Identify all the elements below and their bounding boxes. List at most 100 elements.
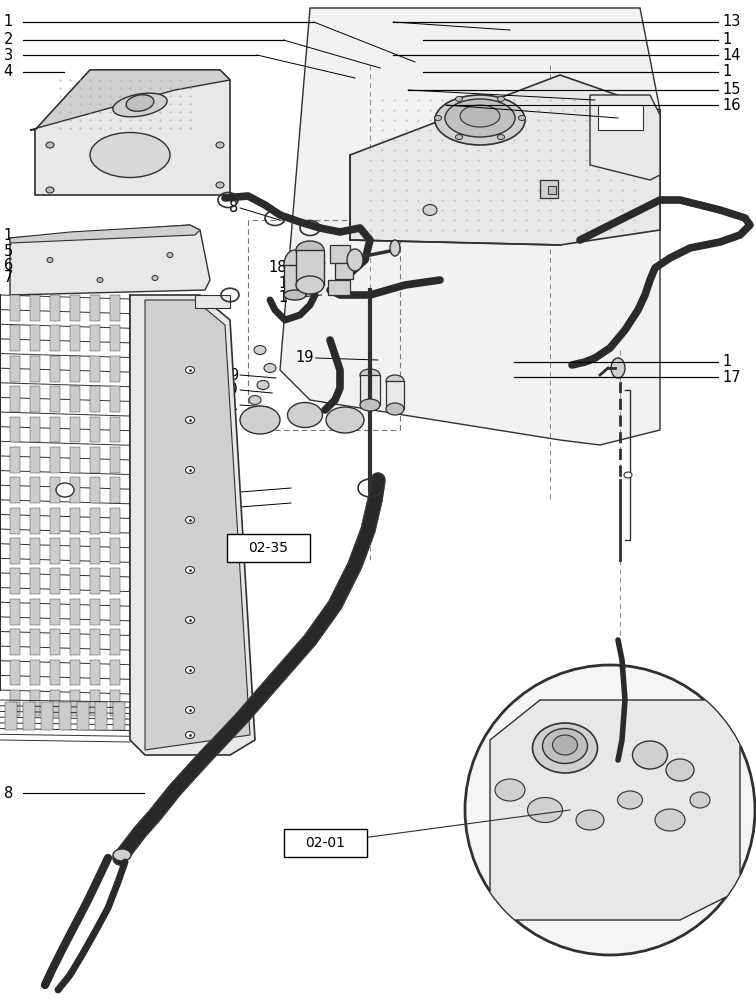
Ellipse shape <box>296 241 324 259</box>
Bar <box>70 629 80 655</box>
Polygon shape <box>590 95 660 180</box>
Bar <box>284 265 306 295</box>
Text: 02-35: 02-35 <box>249 541 288 555</box>
Ellipse shape <box>528 798 562 822</box>
Bar <box>50 356 60 382</box>
Bar <box>50 386 60 412</box>
Bar <box>50 538 60 564</box>
Polygon shape <box>195 295 230 308</box>
Text: 16: 16 <box>722 98 740 112</box>
Text: 1: 1 <box>722 64 731 80</box>
Bar <box>50 629 60 655</box>
Bar <box>110 386 120 412</box>
Polygon shape <box>35 70 230 195</box>
Bar <box>30 568 40 594</box>
Text: 4: 4 <box>4 64 13 80</box>
Text: 8: 8 <box>229 200 238 216</box>
Ellipse shape <box>624 472 632 478</box>
Bar <box>50 568 60 594</box>
Ellipse shape <box>497 135 504 140</box>
Bar <box>70 568 80 594</box>
Ellipse shape <box>167 252 173 257</box>
Polygon shape <box>350 75 660 245</box>
Ellipse shape <box>216 182 224 188</box>
Bar <box>10 447 20 473</box>
Ellipse shape <box>519 115 525 120</box>
Bar <box>90 295 100 321</box>
Bar <box>227 534 310 562</box>
Bar <box>70 508 80 534</box>
Ellipse shape <box>284 290 306 300</box>
Ellipse shape <box>423 205 437 216</box>
Ellipse shape <box>185 516 194 524</box>
Ellipse shape <box>347 249 363 271</box>
Bar <box>110 660 120 685</box>
Ellipse shape <box>185 616 194 624</box>
Bar <box>70 417 80 442</box>
Bar <box>10 417 20 442</box>
Bar <box>90 417 100 442</box>
Bar <box>95 702 107 730</box>
Ellipse shape <box>435 115 442 120</box>
Ellipse shape <box>216 142 224 148</box>
Bar <box>598 105 643 130</box>
Bar <box>10 508 20 534</box>
Text: 8: 8 <box>4 786 13 800</box>
Ellipse shape <box>576 810 604 830</box>
Ellipse shape <box>185 416 194 424</box>
Bar <box>30 386 40 412</box>
Bar <box>110 356 120 382</box>
Bar <box>90 568 100 594</box>
Ellipse shape <box>56 483 74 497</box>
Ellipse shape <box>254 346 266 355</box>
Bar <box>10 568 20 594</box>
Bar <box>30 690 40 716</box>
Bar <box>50 325 60 351</box>
Bar <box>110 325 120 351</box>
Bar <box>90 447 100 473</box>
Bar <box>110 417 120 442</box>
Text: 18: 18 <box>269 260 287 275</box>
Bar <box>10 629 20 655</box>
Ellipse shape <box>655 809 685 831</box>
Bar <box>70 690 80 716</box>
Ellipse shape <box>326 407 364 433</box>
Ellipse shape <box>553 735 578 755</box>
Ellipse shape <box>240 406 280 434</box>
Bar <box>284 829 367 857</box>
Bar <box>70 356 80 382</box>
Ellipse shape <box>611 358 625 378</box>
Text: 5: 5 <box>4 244 13 259</box>
Bar <box>90 356 100 382</box>
Bar <box>30 508 40 534</box>
Bar <box>70 447 80 473</box>
Polygon shape <box>145 300 250 750</box>
Ellipse shape <box>90 132 170 178</box>
Ellipse shape <box>456 96 463 101</box>
Text: 12: 12 <box>219 499 238 514</box>
Ellipse shape <box>113 93 167 117</box>
Bar <box>90 508 100 534</box>
Ellipse shape <box>126 95 154 111</box>
Bar <box>50 447 60 473</box>
Text: 3: 3 <box>4 47 13 62</box>
Ellipse shape <box>532 723 597 773</box>
Bar <box>70 660 80 685</box>
Ellipse shape <box>390 240 400 256</box>
Bar <box>30 295 40 321</box>
Ellipse shape <box>543 728 587 764</box>
Bar <box>110 599 120 625</box>
Bar <box>110 508 120 534</box>
Bar <box>110 477 120 503</box>
Polygon shape <box>30 70 230 130</box>
Bar <box>296 250 324 285</box>
Bar <box>335 263 353 279</box>
Circle shape <box>465 665 755 955</box>
Ellipse shape <box>386 403 404 415</box>
Ellipse shape <box>264 363 276 372</box>
Bar <box>30 660 40 685</box>
Bar <box>30 599 40 625</box>
Ellipse shape <box>97 277 103 282</box>
Bar <box>548 186 556 194</box>
Bar <box>90 325 100 351</box>
